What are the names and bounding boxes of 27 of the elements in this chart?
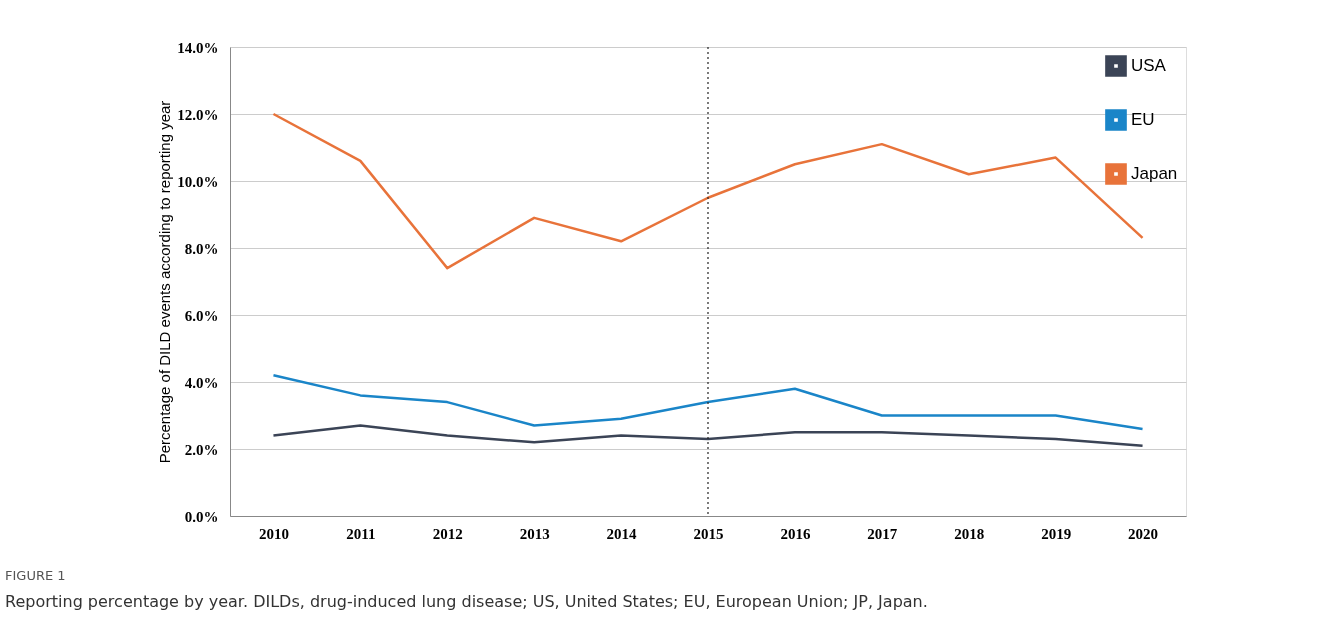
y-tick-label: 12.0% [177,106,219,123]
y-tick-label: 14.0% [177,39,219,56]
legend-label: Japan [1131,164,1178,183]
y-tick-label: 10.0% [177,173,219,190]
y-axis-title: Percentage of DILD events according to reporting year [156,100,174,464]
x-tick-label: 2013 [519,525,550,542]
x-tick-label: 2014 [606,525,638,542]
x-tick-label: 2017 [867,525,898,542]
x-tick-label: 2020 [1128,525,1159,542]
legend-label: USA [1131,56,1167,75]
x-tick-label: 2018 [954,525,985,542]
line-series [272,424,1144,447]
x-tick-label: 2011 [346,525,376,542]
text: Reporting percentage by year. DILDs, drug-induced lung disease; US, United States; EU, European Union; JP, Japan. [5,592,928,611]
y-tick-label: 2.0% [184,441,219,458]
x-tick-label: 2010 [258,525,289,542]
x-tick-label: 2019 [1041,525,1072,542]
legend-label: EU [1131,110,1155,129]
x-tick-label: 2015 [693,525,724,542]
caption: FIGURE 1 [5,568,66,583]
line-series [272,374,1144,431]
y-tick-label: 0.0% [184,508,219,525]
y-tick-label: 4.0% [184,374,219,391]
y-tick-label: 6.0% [184,307,219,324]
x-tick-label: 2012 [432,525,463,542]
x-tick-label: 2016 [780,525,811,542]
y-tick-label: 8.0% [184,240,219,257]
